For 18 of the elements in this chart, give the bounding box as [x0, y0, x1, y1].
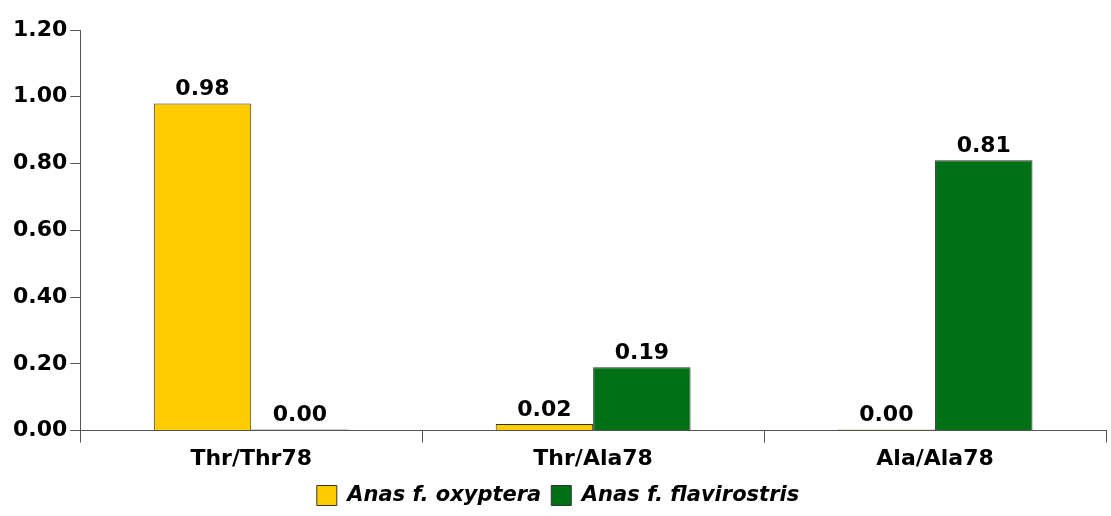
y-tick-label: 0.20	[13, 349, 68, 375]
x-tick-label: Ala/Ala78	[876, 444, 994, 470]
y-tick-label: 0.40	[13, 282, 68, 308]
legend-label: Anas f. flavirostris	[579, 481, 800, 506]
y-tick-label: 0.80	[13, 149, 68, 175]
data-label: 0.00	[272, 401, 328, 427]
y-tick-label: 0.00	[13, 416, 68, 442]
y-tick-label: 1.20	[13, 15, 68, 41]
y-tick-label: 0.60	[13, 216, 68, 242]
legend-label: Anas f. oxyptera	[345, 481, 542, 506]
data-label: 0.98	[175, 75, 230, 101]
data-label: 0.02	[517, 395, 572, 421]
x-tick-label: Thr/Ala78	[533, 444, 653, 470]
data-label: 0.00	[859, 401, 914, 427]
y-tick-label: 1.00	[13, 82, 68, 108]
data-label: 0.19	[614, 338, 669, 364]
data-label: 0.81	[956, 131, 1011, 157]
x-tick-label: Thr/Thr78	[190, 444, 313, 470]
